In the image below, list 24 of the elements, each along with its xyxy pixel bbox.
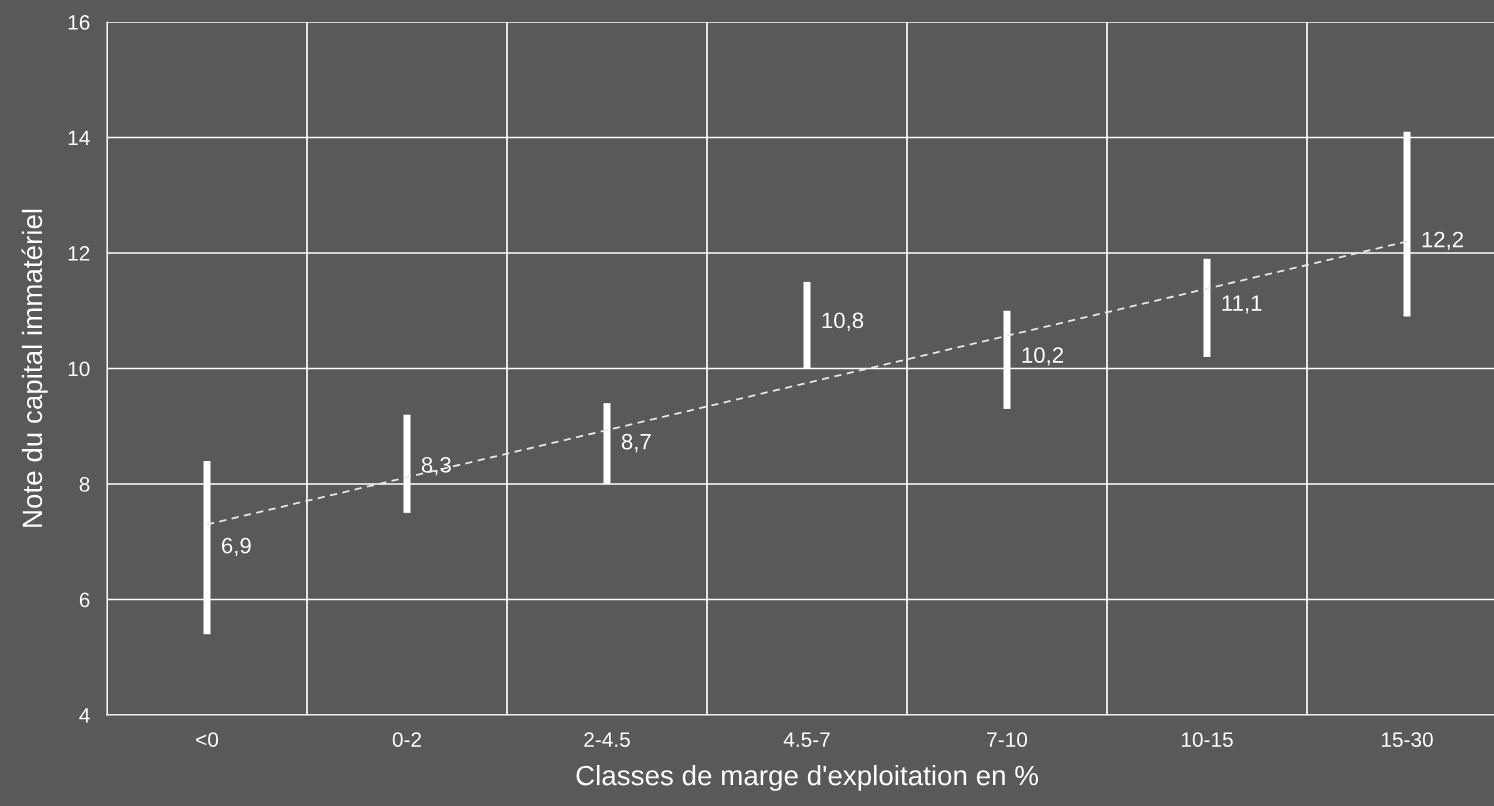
y-tick-label: 4: [79, 708, 90, 723]
y-tick-label: 14: [68, 130, 90, 146]
annotation: 11,1: [1222, 295, 1262, 314]
x-tick-label: 10-15: [1181, 732, 1233, 747]
annotation: 8,7: [621, 433, 651, 453]
y-tick-label: 12: [68, 246, 90, 261]
y-tick-label: 6: [79, 592, 90, 608]
x-axis-title: Classes de marge d'exploitation en %: [576, 764, 1038, 791]
x-tick-label: 15-30: [1381, 732, 1433, 747]
x-tick-label: 7-10: [987, 732, 1028, 747]
x-tick-label: 0-2: [392, 732, 422, 747]
y-tick-label: 16: [68, 15, 90, 30]
annotation: 8,3: [421, 456, 451, 476]
y-tick-label: 10: [68, 361, 90, 377]
y-tick-label: 8: [79, 477, 90, 492]
x-tick-label: 2-4.5: [584, 732, 630, 747]
y-axis-title: Note du capital immatériel: [21, 209, 48, 527]
x-tick-label: <0: [196, 732, 219, 747]
annotation: 6,9: [222, 537, 251, 557]
x-tick-label: 4.5-7: [783, 732, 830, 747]
bar: [1203, 258, 1211, 357]
annotation: 10,2: [1022, 347, 1064, 366]
annotation: 10,8: [822, 312, 864, 331]
annotation: 12,2: [1422, 231, 1464, 251]
